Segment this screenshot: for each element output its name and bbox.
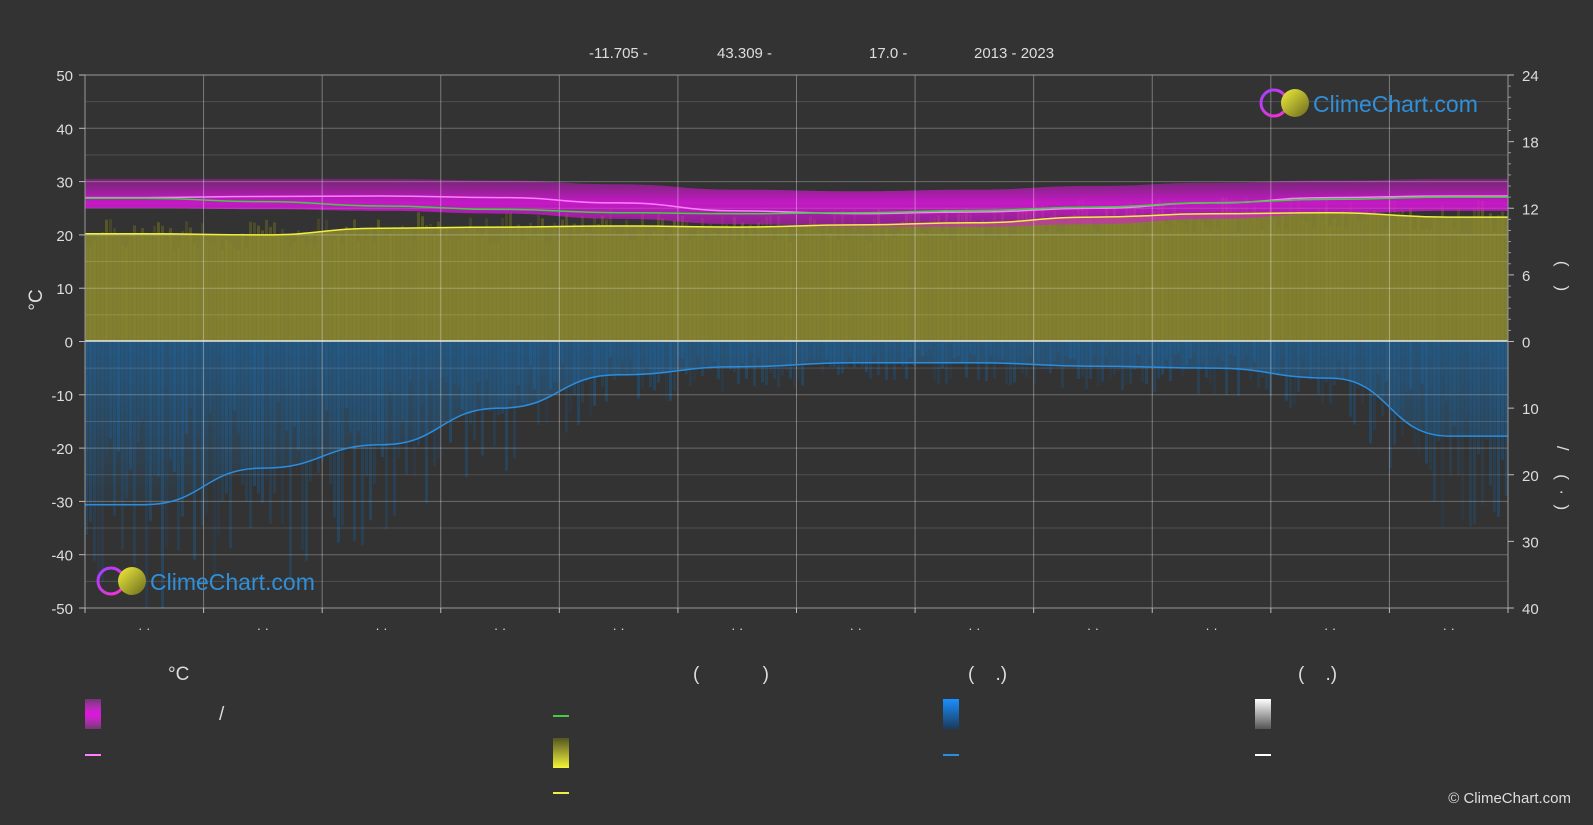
- x-tick-label: · ·: [1205, 621, 1217, 636]
- legend-sunshine-swatch: [553, 738, 569, 768]
- x-tick-label: · ·: [731, 621, 743, 636]
- legend-snow-header: ( .): [1298, 664, 1338, 685]
- sunshine-line: [85, 211, 1508, 236]
- y-tick-label: -50: [51, 601, 73, 618]
- logo-bottom-text: ClimeChart.com: [150, 569, 315, 595]
- avg-temperature-line: [85, 195, 1508, 215]
- logo-top: ClimeChart.com: [1259, 88, 1478, 118]
- precip-daily-bar: [577, 341, 580, 425]
- logo-bottom: ClimeChart.com: [96, 566, 315, 596]
- logo-top-text: ClimeChart.com: [1313, 91, 1478, 117]
- y-tick-label: 50: [56, 68, 73, 85]
- legend-sun-header: ( ): [693, 664, 769, 685]
- y-tick-label: 20: [56, 228, 73, 245]
- header-latitude: 43.309 -: [717, 45, 772, 62]
- header-years: 2013 - 2023: [974, 45, 1054, 62]
- y-tick-label: -20: [51, 441, 73, 458]
- x-tick-label: · ·: [257, 621, 269, 636]
- y-tick-label: 10: [56, 281, 73, 298]
- right-tick-label-hours: 18: [1522, 135, 1539, 152]
- right-tick-label-mm: 40: [1522, 601, 1539, 618]
- x-tick-label: · ·: [612, 621, 624, 636]
- precipitation-area: [85, 341, 1508, 505]
- plot-area: [85, 75, 1508, 608]
- x-tick-label: · ·: [375, 621, 387, 636]
- x-tick-label: · ·: [1324, 621, 1336, 636]
- x-tick-label: · ·: [138, 621, 150, 636]
- right-tick-label-mm: 20: [1522, 468, 1539, 485]
- y-tick-label: -30: [51, 494, 73, 511]
- right-axis-label-lower: / ( · ): [1553, 446, 1572, 510]
- y-tick-label: 30: [56, 175, 73, 192]
- gridlines: [85, 75, 1508, 608]
- header-longitude: -11.705 -: [589, 45, 648, 62]
- legend-temp-range-label: /: [219, 704, 225, 725]
- copyright: © ClimeChart.com: [1448, 790, 1571, 807]
- axes: 50 40 30 20 10 0 -10 -20 -30 -40 -50 24 18 12 6 0 10 20 30…: [51, 68, 1538, 636]
- right-tick-label-mm: 30: [1522, 534, 1539, 551]
- legend-temp-header: °C: [168, 664, 190, 685]
- y-tick-label: -10: [51, 388, 73, 405]
- y-tick-label: 40: [56, 121, 73, 138]
- right-axis-label-upper: ( ): [1553, 261, 1572, 291]
- y-tick-label: -40: [51, 548, 73, 565]
- legend-precip-header: ( .): [968, 664, 1008, 685]
- right-tick-label-hours: 12: [1522, 201, 1539, 218]
- legend-temp-range-swatch: [85, 699, 101, 729]
- header-elevation: 17.0 -: [869, 45, 907, 62]
- y-axis-label-celsius: °C: [26, 289, 47, 310]
- x-tick-label: · ·: [494, 621, 506, 636]
- right-tick-label-hours: 24: [1522, 68, 1539, 85]
- right-tick-label-hours: 6: [1522, 268, 1530, 285]
- precip-daily-bar: [1353, 341, 1356, 425]
- right-tick-label-mm: 10: [1522, 401, 1539, 418]
- daylight-line: [85, 196, 1508, 215]
- legend-precip-swatch: [943, 699, 959, 729]
- y-tick-label: 0: [65, 335, 73, 352]
- right-tick-label-hours: 0: [1522, 335, 1530, 352]
- sunshine-area: [85, 212, 1508, 342]
- logo-sun-icon: [118, 567, 146, 595]
- precip-daily-bar: [1369, 341, 1372, 444]
- x-tick-label: · ·: [1443, 621, 1455, 636]
- x-tick-label: · ·: [1087, 621, 1099, 636]
- precipitation-line: [85, 362, 1508, 506]
- logo-sun-icon: [1281, 89, 1309, 117]
- x-tick-label: · ·: [850, 621, 862, 636]
- legend-snow-swatch: [1255, 699, 1271, 729]
- x-tick-label: · ·: [968, 621, 980, 636]
